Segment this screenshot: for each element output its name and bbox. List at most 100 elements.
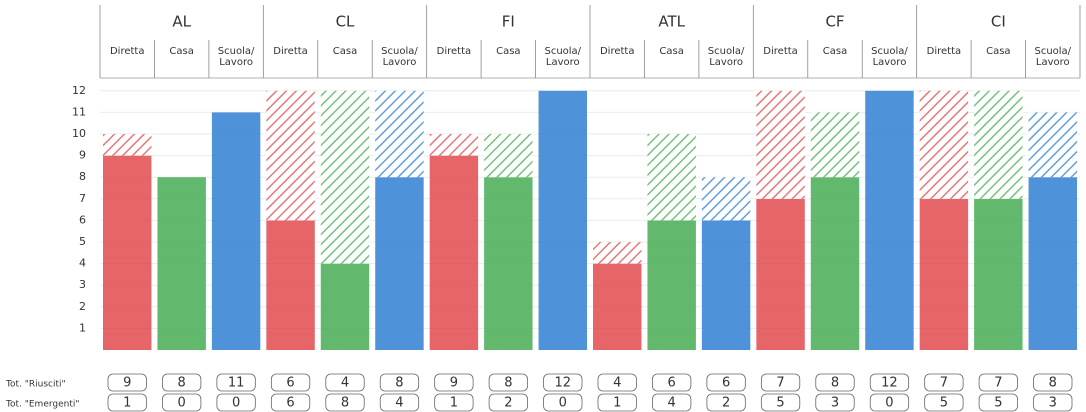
bar-hatched [484, 134, 533, 178]
bar-hatched [429, 134, 479, 156]
value-box [652, 373, 692, 392]
value-box [270, 393, 311, 412]
bar-solid [211, 112, 261, 351]
value-box [869, 373, 910, 392]
bar-solid [647, 220, 696, 350]
x-tick-label: Diretta [926, 46, 962, 57]
bar-solid [701, 220, 751, 350]
value-box [924, 393, 964, 412]
value-label: 7 [994, 376, 1002, 391]
value-label: 12 [881, 376, 898, 391]
value-label: 8 [831, 376, 839, 391]
y-tick-label: 9 [79, 149, 86, 162]
x-tick-label: Scuola/ Lavoro [381, 46, 418, 68]
value-box [1033, 393, 1073, 412]
value-box [162, 373, 202, 392]
y-tick-label: 8 [79, 170, 86, 183]
value-box [543, 393, 583, 412]
bar-solid [974, 198, 1023, 350]
bar-hatched [375, 90, 424, 178]
x-tick-label: Scuola/ Lavoro [217, 46, 255, 68]
value-label: 7 [776, 376, 784, 391]
value-box [325, 393, 365, 412]
x-tick-label: Scuola/ Lavoro [544, 46, 582, 68]
bar-solid [756, 198, 805, 350]
group-label: CI [991, 13, 1006, 31]
value-label: 11 [228, 376, 245, 391]
value-label: 7 [940, 376, 948, 391]
value-box [978, 393, 1018, 412]
group-label: FI [502, 13, 515, 31]
bar-solid [865, 90, 914, 351]
y-tick-label: 2 [79, 300, 86, 313]
x-tick-label: Diretta [436, 46, 472, 57]
bar-solid [320, 263, 370, 350]
bar-solid [429, 155, 479, 350]
row-label: Tot. "Riusciti" [5, 380, 66, 390]
value-box [216, 373, 256, 392]
value-label: 3 [1049, 396, 1057, 411]
value-box [706, 393, 746, 412]
value-label: 0 [559, 396, 567, 411]
x-tick-label: Diretta [109, 46, 145, 57]
group-label: AL [172, 13, 191, 31]
value-label: 8 [395, 376, 403, 391]
value-box [107, 373, 147, 392]
value-label: 8 [341, 396, 349, 411]
value-box [597, 373, 637, 392]
value-box [760, 373, 801, 392]
value-box [706, 373, 746, 392]
value-label: 3 [831, 396, 839, 411]
bar-hatched [974, 90, 1023, 199]
x-tick-label: Casa [659, 46, 684, 57]
bar-hatched [647, 134, 696, 221]
value-label: 12 [555, 376, 572, 391]
group-label: CF [825, 13, 844, 31]
x-tick-label: Casa [496, 46, 521, 57]
value-label: 5 [776, 396, 784, 411]
value-label: 9 [450, 376, 458, 391]
x-tick-label: Scuola/ Lavoro [1034, 46, 1072, 68]
value-label: 4 [341, 376, 349, 391]
value-box [270, 373, 311, 392]
bar-hatched [593, 242, 642, 264]
value-box [488, 393, 528, 412]
bar-solid [484, 177, 533, 350]
value-box [815, 393, 855, 412]
y-tick-label: 6 [79, 213, 86, 226]
value-box [216, 393, 256, 412]
y-tick-label: 7 [79, 192, 86, 205]
value-box [924, 373, 964, 392]
bar-solid [810, 177, 860, 350]
value-label: 5 [994, 396, 1002, 411]
value-box [1033, 373, 1073, 392]
value-label: 4 [668, 396, 676, 411]
value-label: 6 [722, 376, 730, 391]
value-label: 1 [450, 396, 458, 411]
value-label: 6 [286, 396, 294, 411]
value-label: 4 [613, 376, 621, 391]
group-label: ATL [658, 13, 685, 31]
value-box [162, 393, 202, 412]
value-label: 9 [123, 376, 131, 391]
bar-solid [919, 198, 969, 350]
value-label: 0 [178, 396, 186, 411]
bar-hatched [810, 112, 860, 178]
y-tick-label: 1 [79, 321, 86, 334]
x-tick-label: Scuola/ Lavoro [871, 46, 908, 68]
bar-hatched [756, 90, 805, 199]
value-label: 5 [940, 396, 948, 411]
value-label: 8 [178, 376, 186, 391]
bar-hatched [320, 90, 370, 264]
value-box [978, 373, 1018, 392]
value-label: 8 [1049, 376, 1057, 391]
value-box [379, 373, 420, 392]
value-box [379, 393, 420, 412]
value-label: 2 [504, 396, 512, 411]
value-box [488, 373, 528, 392]
value-box [652, 393, 692, 412]
x-tick-label: Casa [986, 46, 1011, 57]
value-box [815, 373, 855, 392]
